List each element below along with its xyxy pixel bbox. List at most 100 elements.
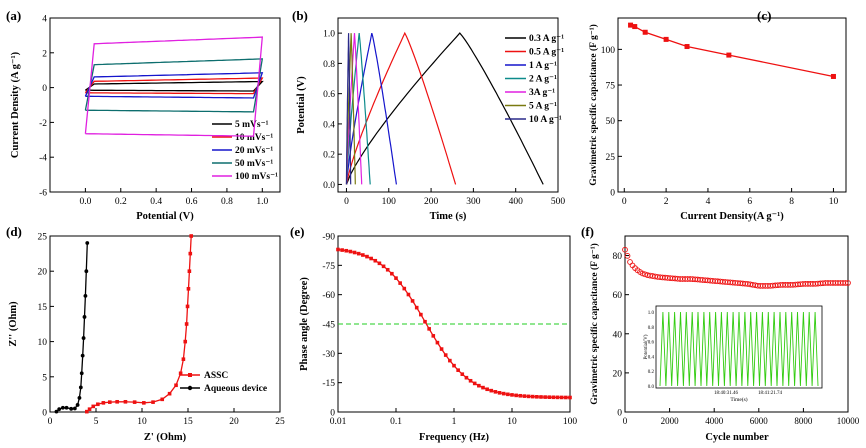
data-point [69, 406, 74, 411]
legend-marker [188, 373, 192, 377]
legend-label: ASSC [204, 371, 228, 381]
data-point [481, 385, 485, 390]
data-point [91, 404, 96, 409]
data-point [624, 252, 631, 259]
data-point [535, 395, 539, 399]
x-axis-label: Time (s) [430, 211, 467, 222]
gcd-curve-3 [345, 33, 371, 185]
data-point [845, 280, 851, 286]
x-tick-label: 10 [137, 417, 147, 427]
x-tick-label: 8000 [794, 416, 813, 426]
x-tick-label: 15 [183, 417, 193, 427]
inset-gcd-curve [659, 311, 819, 387]
panel-label: (f) [581, 224, 594, 239]
legend-label: 1 A g⁻¹ [529, 61, 557, 71]
data-point [547, 395, 552, 400]
data-point [510, 393, 514, 397]
data-point [186, 287, 191, 291]
plot-frame-c [617, 17, 847, 193]
gcd-curve-4 [345, 33, 363, 185]
x-tick-label: 0.6 [186, 197, 198, 207]
data-point [167, 391, 172, 396]
x-tick-label: 0 [623, 416, 628, 426]
data-point [410, 299, 415, 303]
data-point [506, 392, 510, 397]
inset-x-axis-label: Time(s) [730, 396, 747, 403]
x-tick-label: 400 [509, 197, 524, 207]
y-tick-label: 80 [613, 252, 623, 262]
y-tick-label: -45 [322, 321, 335, 331]
y-tick-label: 0.2 [323, 151, 335, 161]
gcd-curve-0 [345, 32, 544, 185]
x-tick-label: 20 [229, 417, 239, 427]
y-tick-label: 10 [38, 338, 48, 348]
y-tick-label: 75 [606, 82, 616, 92]
data-point [398, 281, 402, 285]
x-axis-label: Z' (Ohm) [144, 432, 187, 443]
y-tick-label: -75 [322, 262, 335, 272]
y-tick-label: 1.0 [323, 30, 335, 40]
data-point [132, 400, 137, 404]
data-point [456, 368, 460, 372]
x-tick-label: 2000 [661, 416, 680, 426]
data-point [559, 395, 564, 400]
data-point [830, 73, 836, 79]
cv-curve-3 [84, 58, 264, 113]
legend-label: 20 mVs⁻¹ [235, 146, 273, 156]
data-point [365, 254, 369, 259]
data-point [684, 44, 690, 50]
x-tick-label: 200 [424, 197, 439, 207]
legend-label: 2 A g⁻¹ [529, 75, 557, 85]
panel-label: (b) [292, 8, 308, 23]
inset-x-tick-label: 18:41:21.74 [758, 391, 783, 396]
y-tick-label: -60 [322, 291, 335, 301]
data-point [96, 402, 100, 407]
data-point [464, 375, 469, 380]
y-tick-label: 25 [38, 233, 48, 243]
data-point [406, 292, 411, 297]
data-point [189, 234, 194, 238]
data-point [460, 372, 465, 376]
data-point [64, 405, 69, 410]
y-tick-label: 60 [613, 291, 623, 301]
data-point [627, 259, 633, 265]
rate-line [630, 24, 834, 78]
data-point [188, 251, 193, 256]
data-point [373, 258, 378, 263]
data-point [344, 248, 349, 253]
legend-label: 3A g⁻¹ [529, 88, 555, 98]
data-point [348, 249, 353, 254]
data-point [356, 251, 361, 256]
data-point [543, 395, 547, 399]
data-point [518, 393, 523, 398]
data-point [151, 400, 155, 404]
y-tick-label: 4 [42, 15, 47, 25]
data-point [639, 270, 646, 277]
inset-x-tick-label: 18:40:31.46 [714, 391, 739, 396]
x-tick-label: 8 [789, 197, 794, 207]
x-tick-label: 10 [507, 417, 517, 427]
legend-label: 5 mVs⁻¹ [235, 120, 269, 130]
inset-y-tick-label: 0.6 [648, 341, 655, 346]
y-axis-label: Phase angle (Degree) [299, 277, 310, 371]
data-point [85, 409, 89, 414]
x-axis-label: Cycle number [705, 432, 769, 443]
y-tick-label: 100 [601, 46, 616, 56]
data-point [423, 319, 427, 324]
data-point [493, 390, 498, 394]
y-tick-label: 25 [606, 153, 616, 163]
y-tick-label: 0 [617, 409, 622, 419]
data-point [183, 339, 188, 344]
inset-y-axis-label: Potential(V) [644, 334, 649, 359]
x-tick-label: 10000 [837, 416, 860, 426]
data-point [477, 383, 481, 388]
data-point [472, 381, 477, 386]
legend-label: 100 mVs⁻¹ [235, 172, 278, 182]
data-point [431, 334, 436, 338]
panel-label: (d) [6, 224, 22, 239]
plot-frame-a [49, 17, 281, 193]
x-tick-label: 1 [452, 417, 457, 427]
legend-label: 10 mVs⁻¹ [235, 133, 273, 143]
x-tick-label: 0 [48, 417, 53, 427]
data-point [632, 24, 638, 30]
